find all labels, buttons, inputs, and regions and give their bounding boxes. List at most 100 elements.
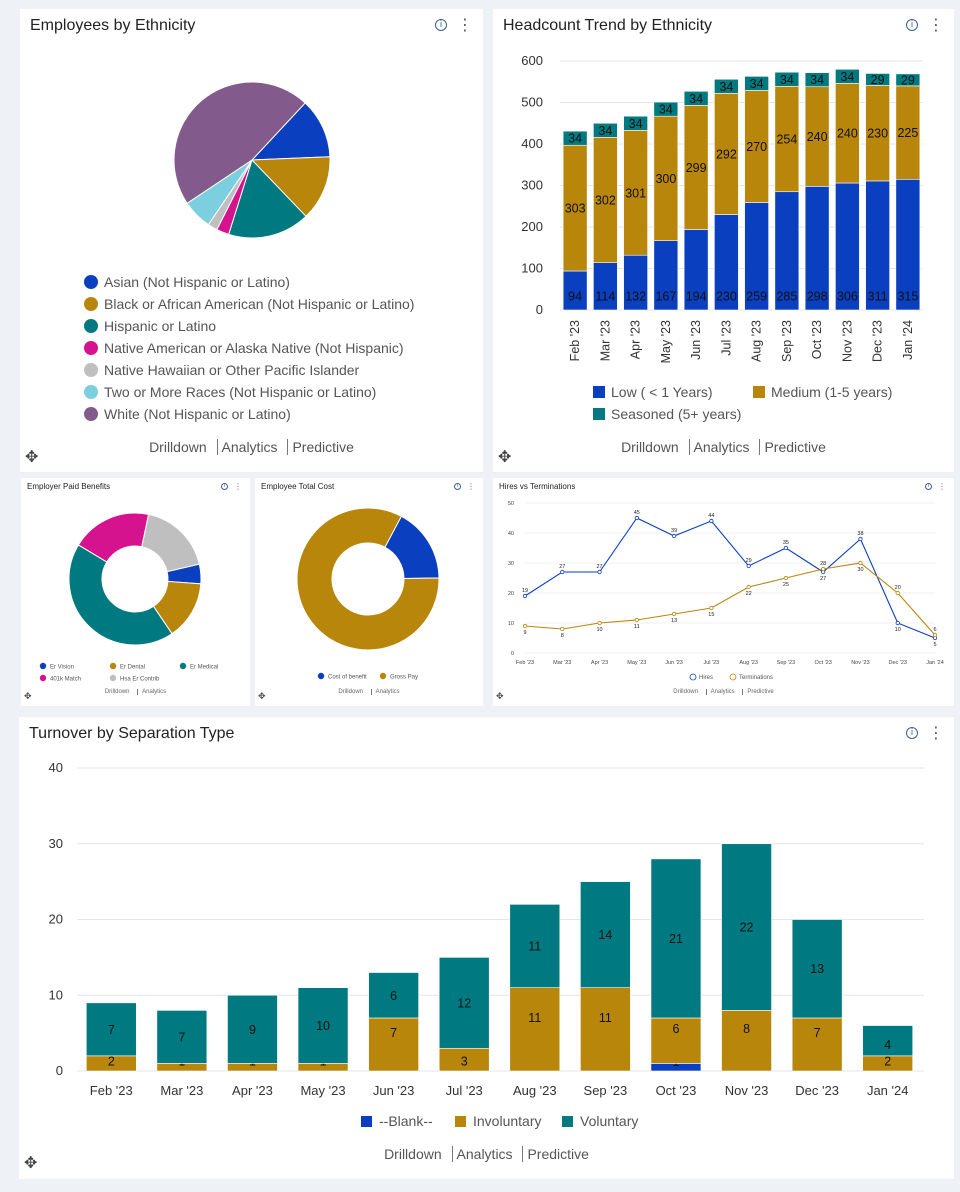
predictive-link[interactable]: Predictive [742, 689, 774, 695]
point-hires-mar-23[interactable] [560, 569, 565, 575]
pie-slice-white-not-hispanic-or-latino[interactable] [173, 81, 306, 204]
point-terminations-feb-23[interactable] [522, 623, 528, 629]
move-handle-icon[interactable]: ✥ [258, 692, 266, 702]
legend-item-er-vision[interactable]: Er Vision [39, 662, 74, 671]
legend-item-low-1-years[interactable]: Low ( < 1 Years) [593, 381, 753, 403]
analytics-link[interactable]: Analytics [451, 1146, 513, 1162]
bar-voluntary-apr-23[interactable] [227, 994, 278, 1064]
bar-medium-1-5-years-apr-23[interactable] [623, 130, 648, 256]
bar-involuntary-dec-23[interactable] [791, 1017, 843, 1072]
bar-seasoned-5-years-dec-23[interactable] [865, 73, 890, 86]
drilldown-link[interactable]: Drilldown [621, 439, 679, 455]
bar-seasoned-5-years-nov-23[interactable] [835, 68, 860, 84]
analytics-link[interactable]: Analytics [216, 439, 278, 455]
point-hires-nov-23[interactable] [858, 536, 863, 542]
legend-item-black-or-african-american-not-hispanic-or-latino[interactable]: Black or African American (Not Hispanic … [84, 293, 414, 315]
bar-seasoned-5-years-mar-23[interactable] [593, 122, 618, 138]
bar-voluntary-aug-23[interactable] [509, 904, 561, 988]
pie-slice-hispanic-or-latino[interactable] [227, 159, 307, 239]
bar-medium-1-5-years-jun-23[interactable] [683, 105, 709, 230]
drilldown-link[interactable]: Drilldown [338, 689, 363, 695]
more-options-icon[interactable]: ⋮ [928, 723, 944, 742]
info-icon[interactable]: i [454, 483, 461, 490]
pie-slice-er-medical[interactable] [68, 544, 173, 646]
info-icon[interactable]: i [221, 483, 228, 490]
bar-seasoned-5-years-feb-23[interactable] [562, 130, 588, 146]
bar-low-1-years-jan-24[interactable] [895, 178, 921, 311]
legend-item-terminations[interactable]: Terminations [729, 673, 773, 681]
bar-medium-1-5-years-mar-23[interactable] [593, 137, 618, 263]
bar-medium-1-5-years-sep-23[interactable] [774, 86, 800, 193]
drilldown-link[interactable]: Drilldown [104, 689, 130, 695]
line-terminations[interactable] [524, 562, 936, 636]
move-handle-icon[interactable]: ✥ [24, 692, 32, 702]
info-icon[interactable]: i [906, 19, 918, 31]
info-icon[interactable]: i [906, 727, 918, 739]
bar-medium-1-5-years-may-23[interactable] [653, 115, 679, 241]
point-terminations-nov-23[interactable] [858, 560, 863, 566]
bar-voluntary-dec-23[interactable] [791, 919, 843, 1019]
more-options-icon[interactable]: ⋮ [938, 481, 946, 491]
legend-item-involuntary[interactable]: Involuntary [455, 1113, 541, 1129]
bar-low-1-years-sep-23[interactable] [774, 191, 800, 311]
point-terminations-sep-23[interactable] [783, 575, 789, 581]
bar-involuntary-jun-23[interactable] [368, 1017, 419, 1072]
bar-voluntary-jun-23[interactable] [368, 972, 419, 1019]
point-terminations-jan-24[interactable] [932, 632, 938, 638]
legend-item-gross-pay[interactable]: Gross Pay [379, 672, 418, 681]
predictive-link[interactable]: Predictive [522, 1146, 589, 1162]
more-options-icon[interactable]: ⋮ [928, 15, 944, 34]
bar-low-1-years-jun-23[interactable] [683, 229, 709, 311]
bar-involuntary-nov-23[interactable] [721, 1010, 772, 1072]
legend-item-hispanic-or-latino[interactable]: Hispanic or Latino [84, 315, 414, 337]
more-options-icon[interactable]: ⋮ [234, 481, 242, 491]
point-hires-aug-23[interactable] [746, 563, 751, 569]
bar-seasoned-5-years-may-23[interactable] [653, 101, 679, 117]
legend-item-401k-match[interactable]: 401k Match [39, 674, 81, 683]
pie-slice-gross-pay[interactable] [296, 507, 440, 651]
point-terminations-oct-23[interactable] [821, 566, 826, 572]
bar-voluntary-feb-23[interactable] [85, 1002, 137, 1057]
point-terminations-dec-23[interactable] [895, 590, 900, 596]
point-terminations-mar-23[interactable] [560, 626, 565, 632]
info-icon[interactable]: i [925, 483, 932, 490]
bar-seasoned-5-years-sep-23[interactable] [774, 71, 800, 87]
bar-voluntary-nov-23[interactable] [721, 843, 772, 1011]
predictive-link[interactable]: Predictive [759, 439, 826, 455]
predictive-link[interactable]: Predictive [287, 439, 354, 455]
legend-item-medium-1-5-years[interactable]: Medium (1-5 years) [753, 381, 913, 403]
point-hires-dec-23[interactable] [895, 620, 900, 626]
point-hires-jul-23[interactable] [709, 518, 714, 524]
move-handle-icon[interactable]: ✥ [498, 447, 512, 466]
bar-involuntary-aug-23[interactable] [509, 987, 561, 1072]
legend-item-blank[interactable]: --Blank-- [361, 1113, 433, 1129]
move-handle-icon[interactable]: ✥ [25, 447, 39, 466]
bar-medium-1-5-years-jul-23[interactable] [714, 93, 739, 215]
legend-item-cost-of-benefit[interactable]: Cost of benefit [317, 672, 367, 681]
point-hires-feb-23[interactable] [522, 593, 528, 599]
pie-slice-asian-not-hispanic-or-latino[interactable] [250, 102, 331, 161]
bar-low-1-years-jul-23[interactable] [714, 214, 739, 311]
analytics-link[interactable]: Analytics [137, 689, 167, 695]
bar-low-1-years-aug-23[interactable] [744, 202, 769, 311]
bar-voluntary-mar-23[interactable] [156, 1010, 208, 1064]
point-terminations-jun-23[interactable] [671, 611, 677, 617]
point-terminations-aug-23[interactable] [746, 584, 751, 590]
bar-seasoned-5-years-aug-23[interactable] [744, 76, 769, 91]
pie-slice-black-or-african-american-not-hispanic-or-latino[interactable] [250, 156, 331, 218]
bar-voluntary-oct-23[interactable] [650, 858, 702, 1019]
legend-item-hsa-er-contrib[interactable]: Hsa Er Contrib [109, 674, 160, 683]
point-hires-apr-23[interactable] [597, 569, 602, 575]
bar-low-1-years-may-23[interactable] [653, 240, 679, 311]
bar-seasoned-5-years-jun-23[interactable] [683, 90, 709, 106]
bar-medium-1-5-years-nov-23[interactable] [835, 83, 860, 184]
point-hires-sep-23[interactable] [783, 545, 789, 551]
legend-item-asian-not-hispanic-or-latino[interactable]: Asian (Not Hispanic or Latino) [84, 271, 414, 293]
bar-low-1-years-apr-23[interactable] [623, 254, 648, 311]
point-terminations-may-23[interactable] [634, 617, 639, 623]
analytics-link[interactable]: Analytics [688, 439, 750, 455]
point-terminations-apr-23[interactable] [597, 620, 602, 626]
drilldown-link[interactable]: Drilldown [384, 1146, 442, 1162]
analytics-link[interactable]: Analytics [705, 689, 735, 695]
point-hires-may-23[interactable] [634, 515, 639, 521]
